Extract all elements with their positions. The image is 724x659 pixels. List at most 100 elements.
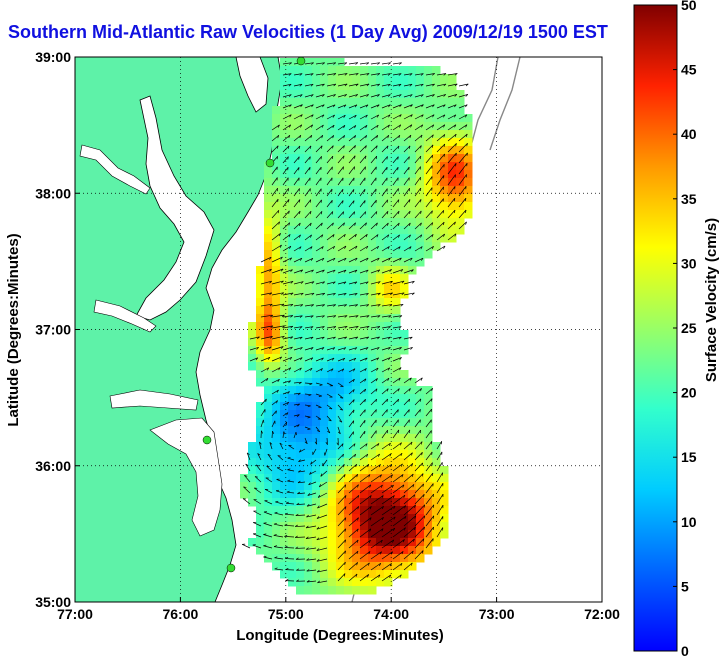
velocity-cell [376,394,385,403]
velocity-cell [424,202,433,211]
velocity-arrow [403,210,411,219]
velocity-cell [400,130,409,139]
velocity-cell [320,530,329,539]
velocity-cell [288,530,297,539]
velocity-arrow [305,536,317,539]
velocity-cell [328,554,337,563]
velocity-arrow [271,177,278,186]
velocity-cell [360,162,369,171]
velocity-arrow [414,199,422,208]
velocity-cell [368,346,377,355]
velocity-arrow [271,280,284,285]
velocity-arrow [436,472,444,483]
velocity-cell [376,322,385,331]
velocity-cell [256,434,265,443]
velocity-cell [384,458,393,467]
velocity-arrow [381,280,393,285]
velocity-cell [320,482,329,491]
velocity-arrow [370,357,380,362]
velocity-cell [400,170,409,179]
velocity-arrow [282,304,294,307]
velocity-cell [304,98,313,107]
velocity-cell [352,170,361,179]
velocity-arrow [381,257,391,263]
velocity-cell [352,450,361,459]
velocity-cell [288,98,297,107]
velocity-cell [400,554,409,563]
velocity-arrow [392,442,402,450]
velocity-cell [344,554,353,563]
velocity-cell [304,282,313,291]
velocity-arrow [260,336,273,340]
velocity-arrow [326,404,333,410]
velocity-arrow [271,410,277,417]
velocity-cell [376,98,385,107]
velocity-arrow [337,443,344,450]
velocity-cell [280,466,289,475]
velocity-cell [376,498,385,507]
velocity-arrow [271,210,280,219]
velocity-cell [368,274,377,283]
velocity-arrow [293,234,301,241]
velocity-cell [408,82,417,91]
velocity-cell [256,266,265,275]
velocity-cell [368,170,377,179]
velocity-arrow [403,484,415,494]
velocity-cell [328,314,337,323]
velocity-cell [336,346,345,355]
velocity-cell [312,506,321,515]
velocity-arrow [306,503,317,507]
velocity-cell [448,194,457,203]
velocity-cell [296,218,305,227]
velocity-cell [296,66,305,75]
velocity-cell [248,482,257,491]
velocity-cell [304,330,313,339]
velocity-cell [360,314,369,323]
velocity-cell [448,82,457,91]
velocity-cell [264,514,273,523]
velocity-cell [328,90,337,99]
velocity-cell [264,522,273,531]
velocity-cell [248,474,257,483]
velocity-cell [328,354,337,363]
velocity-arrow [414,473,424,483]
velocity-cell [408,538,417,547]
velocity-cell [368,362,377,371]
velocity-cell [408,522,417,531]
velocity-cell [376,578,385,587]
velocity-arrow [425,246,434,252]
velocity-arrow [337,404,343,411]
velocity-arrow [425,234,434,241]
velocity-cell [272,458,281,467]
velocity-cell [360,466,369,475]
velocity-arrow [348,357,357,362]
velocity-cell [432,162,441,171]
velocity-cell [376,506,385,515]
velocity-arrow [370,326,381,329]
velocity-cell [392,282,401,291]
velocity-arrow [304,222,312,230]
velocity-cell [248,458,257,467]
velocity-cell [312,538,321,547]
velocity-cell [456,210,465,219]
velocity-cell [376,330,385,339]
velocity-cell [312,450,321,459]
velocity-cell [400,154,409,163]
velocity-arrow [392,257,402,263]
velocity-cell [312,218,321,227]
velocity-arrow [414,155,422,164]
velocity-arrow [326,234,335,241]
velocity-arrow [260,268,272,274]
velocity-cell [400,74,409,83]
velocity-cell [344,306,353,315]
velocity-cell [288,370,297,379]
velocity-arrow [271,268,284,274]
velocity-cell [288,202,297,211]
velocity-arrow [359,245,369,252]
velocity-cell [320,162,329,171]
velocity-cell [320,394,329,403]
velocity-cell [392,394,401,403]
velocity-cell [256,498,265,507]
velocity-cell [392,490,401,499]
velocity-cell [432,210,441,219]
